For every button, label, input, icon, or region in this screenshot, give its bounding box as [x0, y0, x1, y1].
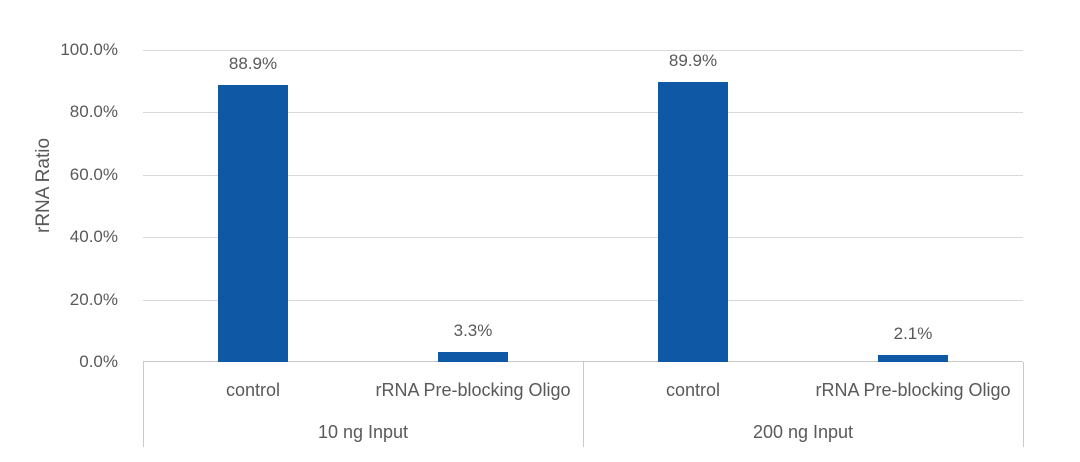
y-tick-label: 0.0% — [79, 352, 118, 371]
y-tick-label: 60.0% — [69, 165, 118, 184]
bar — [438, 351, 508, 362]
category-divider — [143, 362, 144, 447]
category-divider — [583, 362, 584, 447]
plot-area: 88.9% 3.3% 89.9% 2.1% — [143, 50, 1023, 362]
bar — [218, 84, 288, 362]
category-label: rRNA Pre-blocking Oligo — [375, 380, 571, 400]
category-divider — [1023, 362, 1024, 447]
gridline — [143, 175, 1023, 176]
bar — [878, 355, 948, 362]
category-label: rRNA Pre-blocking Oligo — [815, 380, 1011, 400]
gridline — [143, 237, 1023, 238]
group-label: 200 ng Input — [752, 422, 854, 442]
gridline — [143, 112, 1023, 113]
gridline — [143, 50, 1023, 51]
y-tick-label: 80.0% — [69, 102, 118, 121]
group-label: 10 ng Input — [317, 422, 409, 442]
y-axis-title: rRNA Ratio — [33, 137, 54, 233]
y-tick-label: 40.0% — [69, 227, 118, 246]
bar-value-label: 3.3% — [453, 320, 493, 340]
bar-value-label: 89.9% — [668, 50, 718, 70]
category-label: control — [225, 380, 281, 400]
bar — [658, 81, 728, 362]
y-tick-label: 100.0% — [60, 40, 118, 59]
y-tick-label: 20.0% — [69, 290, 118, 309]
bar-value-label: 2.1% — [893, 324, 933, 344]
x-axis-line — [143, 361, 1023, 362]
bar-value-label: 88.9% — [228, 53, 278, 73]
category-label: control — [665, 380, 721, 400]
gridline — [143, 300, 1023, 301]
